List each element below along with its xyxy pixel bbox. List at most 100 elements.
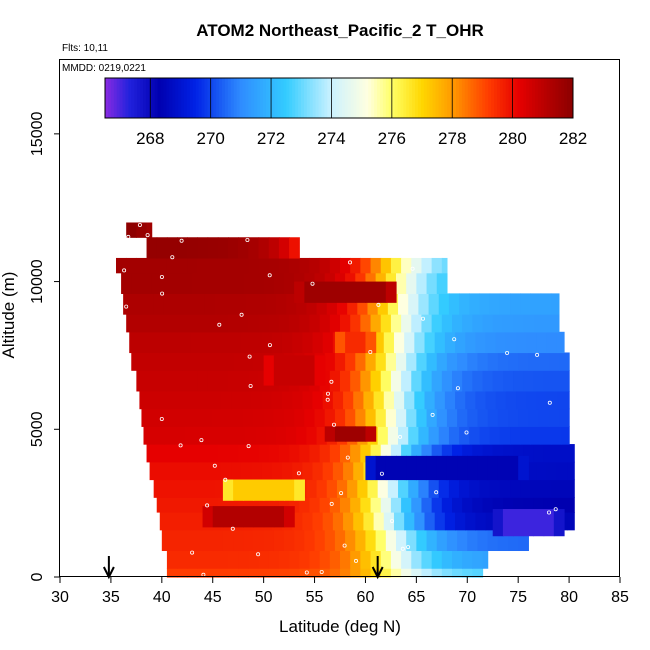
- heat-cell: [411, 550, 423, 569]
- heat-cell: [217, 237, 229, 259]
- heat-cell: [543, 370, 555, 392]
- heat-cell: [510, 426, 521, 445]
- colorbar-segment: [169, 78, 173, 118]
- colorbar-segment: [476, 78, 480, 118]
- heat-cell: [360, 550, 372, 569]
- heat-cell: [231, 331, 242, 354]
- heat-cell-patch: [294, 479, 305, 501]
- heat-cell: [370, 497, 382, 513]
- colorbar-segment: [204, 78, 208, 118]
- colorbar-segment: [230, 78, 235, 118]
- colorbar-segment: [558, 78, 562, 118]
- colorbar-segment: [499, 78, 504, 118]
- heat-cell: [482, 444, 494, 463]
- heat-cell: [294, 529, 305, 552]
- x-tick-label: 80: [560, 589, 578, 606]
- heat-cell: [292, 512, 303, 531]
- heat-cell: [235, 426, 246, 445]
- heat-cell: [553, 314, 560, 333]
- heat-cell: [159, 390, 171, 410]
- heat-cell: [452, 550, 463, 569]
- heat-cell: [231, 461, 242, 481]
- heat-cell: [192, 529, 204, 552]
- heat-cell: [431, 257, 443, 274]
- heat-cell-patch: [345, 281, 356, 303]
- heat-cell-patch: [273, 355, 285, 386]
- heat-cell: [353, 461, 365, 481]
- heat-cell: [350, 444, 361, 463]
- heat-cell: [284, 272, 295, 294]
- heat-cell: [197, 257, 209, 274]
- heat-cell: [312, 461, 324, 481]
- heat-cell-patch: [304, 281, 316, 303]
- colorbar-segment: [470, 78, 475, 118]
- heat-cell-patch: [497, 455, 509, 481]
- heat-cell: [217, 568, 229, 578]
- sample-marker: [420, 316, 425, 321]
- heat-cell: [401, 257, 412, 274]
- heat-cell: [222, 408, 234, 427]
- heat-cell: [187, 497, 199, 513]
- heat-cell: [146, 314, 158, 333]
- heat-cell: [273, 272, 285, 294]
- heat-cell: [248, 237, 260, 259]
- heat-cell: [299, 497, 311, 513]
- heat-cell: [387, 426, 399, 445]
- colorbar-segment: [406, 78, 410, 118]
- colorbar-segment: [514, 78, 518, 118]
- heat-cell: [436, 529, 448, 552]
- heat-cell: [166, 314, 178, 333]
- heat-cell: [212, 352, 224, 371]
- heat-cell: [355, 529, 367, 552]
- heat-cell: [332, 390, 344, 410]
- heat-cell: [278, 237, 290, 259]
- heat-cell: [278, 497, 290, 513]
- colorbar-segment: [339, 78, 343, 118]
- sample-marker: [126, 234, 131, 239]
- heat-cell: [492, 444, 504, 463]
- heat-cell-patch: [365, 455, 377, 481]
- heat-cell: [550, 426, 562, 445]
- heat-cell: [479, 426, 491, 445]
- heat-cell: [482, 314, 494, 333]
- heat-cell: [220, 461, 232, 481]
- heat-cell: [538, 352, 550, 371]
- heat-cell: [472, 568, 484, 578]
- heat-cell: [536, 461, 548, 481]
- colorbar-tick-label: 282: [559, 129, 587, 148]
- colorbar-segment: [216, 78, 220, 118]
- heat-cell: [153, 479, 165, 498]
- heat-cell: [258, 497, 270, 513]
- heat-cell: [377, 293, 389, 315]
- x-tick-label: 45: [204, 589, 222, 606]
- colorbar-segment: [265, 78, 270, 118]
- heat-cell-patch: [426, 455, 438, 481]
- heat-cell: [411, 568, 423, 578]
- colorbar-segment: [377, 78, 381, 118]
- heat-cell: [373, 331, 385, 354]
- colorbar-segment: [143, 78, 147, 118]
- heat-cell: [459, 479, 470, 498]
- heat-cell-patch: [233, 506, 244, 528]
- heat-cell: [533, 444, 545, 463]
- heat-cell: [485, 512, 497, 531]
- heat-cell: [375, 408, 387, 427]
- heat-cell: [217, 314, 229, 333]
- heat-cell: [166, 370, 178, 392]
- heat-cell: [365, 529, 377, 552]
- heat-cell-patch: [355, 331, 367, 354]
- heat-cell: [258, 444, 270, 463]
- heat-cell: [141, 352, 153, 371]
- heat-cell: [243, 529, 255, 552]
- heat-cell: [465, 390, 477, 410]
- heat-cell: [380, 444, 392, 463]
- heat-cell: [540, 479, 552, 498]
- heat-cell: [347, 479, 358, 498]
- heat-cell: [306, 426, 318, 445]
- heat-cell: [222, 272, 234, 294]
- heat-cell: [472, 444, 484, 463]
- colorbar-segment: [189, 78, 194, 118]
- heat-cell: [479, 293, 491, 315]
- heat-cell: [116, 257, 127, 274]
